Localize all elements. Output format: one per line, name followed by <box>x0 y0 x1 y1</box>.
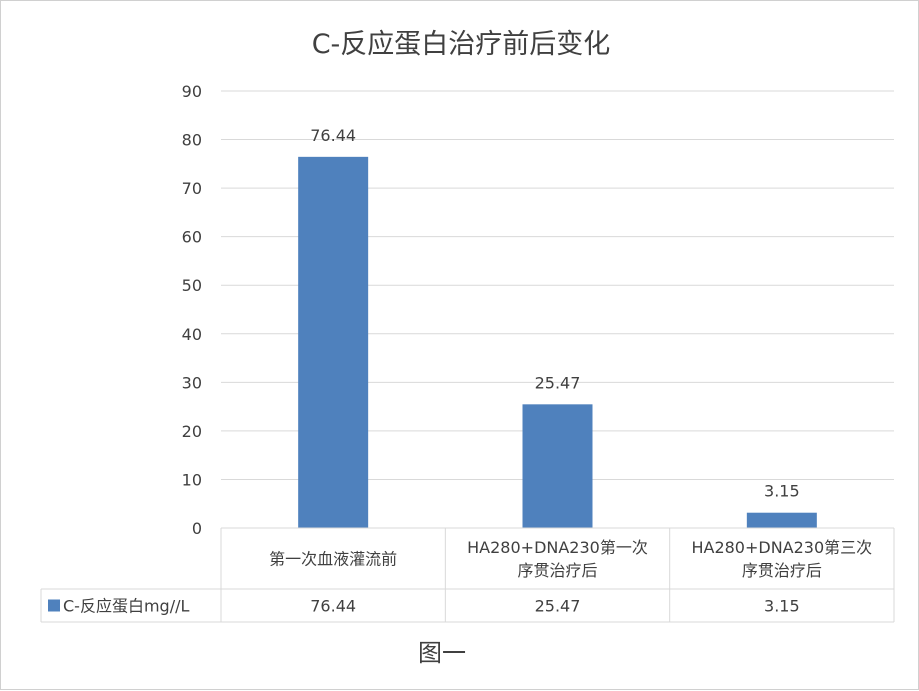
category-label: HA280+DNA230第一次 <box>467 538 648 557</box>
bar <box>298 156 369 528</box>
table-value-cell: 3.15 <box>764 597 800 616</box>
bar <box>746 512 817 528</box>
legend-series-name: C-反应蛋白mg//L <box>63 597 189 616</box>
y-tick-label: 0 <box>192 519 202 538</box>
category-label: 序贯治疗后 <box>742 561 822 580</box>
chart-title: C-反应蛋白治疗前后变化 <box>312 29 611 60</box>
data-label: 76.44 <box>310 126 356 145</box>
bars <box>298 156 817 528</box>
table-value-cell: 76.44 <box>310 597 356 616</box>
y-tick-label: 50 <box>182 276 202 295</box>
data-label: 3.15 <box>764 482 800 501</box>
y-tick-label: 70 <box>182 179 202 198</box>
figure-caption: 图一 <box>418 639 466 667</box>
y-tick-label: 30 <box>182 373 202 392</box>
category-label: 序贯治疗后 <box>517 561 597 580</box>
y-tick-label: 80 <box>182 131 202 150</box>
data-labels: 76.44 25.47 3.15 <box>310 126 799 501</box>
y-tick-label: 10 <box>182 470 202 489</box>
y-tick-label: 90 <box>182 82 202 101</box>
data-table: 第一次血液灌流前HA280+DNA230第一次序贯治疗后HA280+DNA230… <box>40 527 895 623</box>
table-value-cell: 25.47 <box>535 597 581 616</box>
bar <box>522 404 593 528</box>
y-tick-label: 60 <box>182 228 202 247</box>
legend-swatch <box>48 599 60 612</box>
y-axis-ticks: 0 10 20 30 40 50 60 70 80 90 <box>182 82 202 538</box>
category-label: HA280+DNA230第三次 <box>691 538 872 557</box>
category-label: 第一次血液灌流前 <box>269 550 397 569</box>
y-tick-label: 20 <box>182 422 202 441</box>
data-label: 25.47 <box>535 373 581 392</box>
y-tick-label: 40 <box>182 325 202 344</box>
